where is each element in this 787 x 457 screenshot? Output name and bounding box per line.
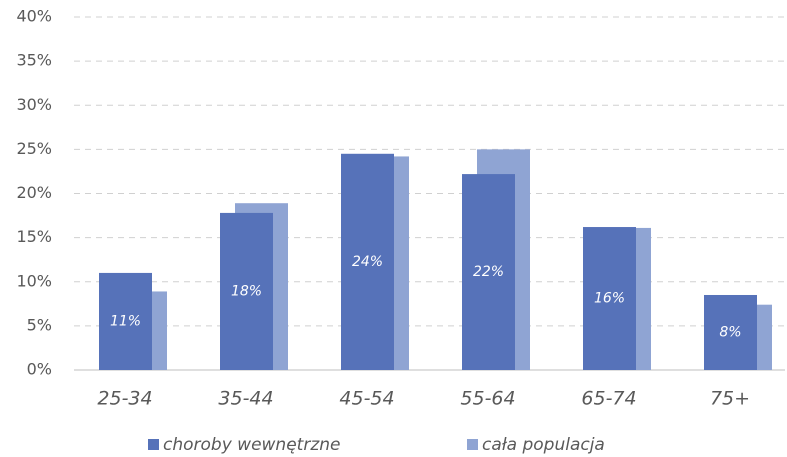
y-tick-label: 30%	[16, 95, 52, 114]
x-tick-label: 25-34	[97, 388, 152, 410]
value-label: 11%	[110, 313, 141, 329]
bar	[704, 294, 757, 370]
legend-swatch	[467, 439, 478, 450]
bar	[462, 174, 515, 370]
y-tick-label: 25%	[16, 139, 52, 158]
bar	[220, 212, 273, 370]
y-tick-label: 5%	[27, 315, 52, 334]
value-label: 24%	[352, 254, 383, 270]
bar	[583, 227, 636, 370]
y-tick-label: 10%	[16, 271, 52, 290]
x-tick-label: 65-74	[581, 388, 636, 410]
value-label: 18%	[231, 283, 262, 299]
legend-swatch	[148, 439, 159, 450]
bar	[99, 272, 152, 370]
legend-label: choroby wewnętrzne	[163, 435, 340, 455]
x-tick-label: 45-54	[339, 388, 394, 410]
x-tick-label: 35-44	[218, 388, 273, 410]
x-tick-label: 75+	[710, 388, 750, 410]
value-label: 8%	[719, 324, 741, 340]
bar	[341, 153, 394, 370]
legend-label: cała populacja	[482, 435, 605, 455]
value-label: 22%	[473, 264, 504, 280]
value-label: 16%	[594, 291, 625, 307]
y-tick-label: 15%	[16, 227, 52, 246]
y-tick-label: 40%	[16, 7, 52, 26]
y-tick-label: 20%	[16, 183, 52, 202]
x-tick-label: 55-64	[460, 388, 515, 410]
y-tick-label: 35%	[16, 51, 52, 70]
y-tick-label: 0%	[27, 360, 52, 379]
